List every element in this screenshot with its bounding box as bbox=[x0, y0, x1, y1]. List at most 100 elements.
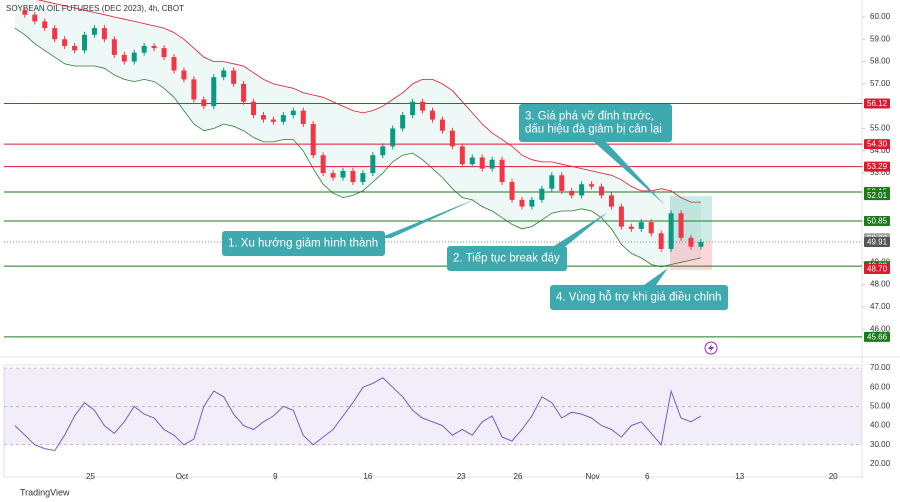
price-label: 50.85 bbox=[867, 217, 888, 226]
annotation-text: 4. Vùng hỗ trợ khi giá điều chỉnh bbox=[556, 291, 721, 304]
candle-body bbox=[380, 146, 386, 156]
y-tick-label: 48.00 bbox=[870, 280, 891, 289]
candle-body bbox=[608, 195, 614, 207]
candle-body bbox=[439, 119, 445, 131]
candle-body bbox=[668, 213, 674, 249]
price-label-bg bbox=[864, 264, 890, 275]
footer-logo: TradingView bbox=[20, 487, 70, 497]
price-label: 52.01 bbox=[867, 191, 888, 200]
candle-body bbox=[529, 199, 535, 207]
band-fill bbox=[14, 0, 701, 267]
candle-body bbox=[390, 128, 396, 147]
candle-body bbox=[638, 222, 644, 229]
price-label-bg bbox=[864, 139, 890, 150]
candle-body bbox=[151, 45, 157, 49]
candle-body bbox=[300, 110, 306, 125]
candle-body bbox=[241, 83, 247, 102]
candle-body bbox=[479, 157, 485, 169]
x-tick-label: Oct bbox=[176, 472, 189, 481]
candle-body bbox=[569, 190, 575, 196]
candle-body bbox=[22, 10, 28, 15]
candle-body bbox=[82, 34, 88, 51]
price-label-bg bbox=[864, 237, 890, 248]
candle-body bbox=[52, 28, 58, 40]
candle-body bbox=[330, 173, 336, 178]
candle-body bbox=[32, 14, 38, 22]
candle-body bbox=[469, 157, 475, 165]
rsi-tick-label: 20.00 bbox=[870, 459, 891, 468]
annotation-box bbox=[447, 246, 567, 271]
annotation-arrow bbox=[594, 142, 665, 205]
candle-body bbox=[42, 21, 48, 29]
candle-body bbox=[260, 115, 266, 120]
candle-body bbox=[688, 237, 694, 247]
candle-body bbox=[648, 222, 654, 234]
candle-body bbox=[211, 77, 217, 107]
candle-body bbox=[231, 70, 237, 84]
candle-body bbox=[628, 226, 634, 229]
candle-body bbox=[549, 175, 555, 189]
candle-body bbox=[658, 233, 664, 249]
rsi-line bbox=[14, 377, 702, 452]
candle-body bbox=[91, 28, 97, 35]
candle-body bbox=[360, 173, 366, 183]
x-tick-label: 6 bbox=[645, 472, 650, 481]
candle-body bbox=[161, 48, 167, 58]
y-tick-label: 53.00 bbox=[870, 168, 891, 177]
y-tick-label: 47.00 bbox=[870, 302, 891, 311]
candle-body bbox=[539, 188, 545, 200]
rsi-tick-label: 30.00 bbox=[870, 440, 891, 449]
y-tick-label: 59.00 bbox=[870, 34, 891, 43]
candle-body bbox=[290, 110, 296, 116]
candle-body bbox=[221, 70, 227, 78]
candle-body bbox=[420, 101, 426, 111]
candle-body bbox=[499, 159, 505, 183]
candle-body bbox=[400, 115, 406, 129]
annotation-box bbox=[519, 104, 672, 142]
candle-body bbox=[509, 182, 515, 200]
price-label-bg bbox=[864, 190, 890, 201]
chart-title: SOYBEAN OIL FUTURES (DEC 2023), 4h, CBOT bbox=[6, 4, 184, 13]
price-label: 49.91 bbox=[867, 238, 888, 247]
annotation-box bbox=[550, 285, 728, 310]
candle-body bbox=[559, 175, 565, 191]
event-icon-bolt bbox=[708, 344, 714, 352]
price-label: 54.30 bbox=[867, 140, 888, 149]
x-tick-label: 23 bbox=[457, 472, 466, 481]
annotation-text: 3. Giá phá vỡ đỉnh trước, bbox=[525, 111, 654, 123]
y-tick-label: 57.00 bbox=[870, 79, 891, 88]
price-label: 53.29 bbox=[867, 162, 888, 171]
layer bbox=[4, 0, 862, 446]
y-tick-label: 55.00 bbox=[870, 124, 891, 133]
annotation-arrow bbox=[644, 268, 668, 285]
candle-body bbox=[310, 124, 316, 156]
candle-body bbox=[489, 159, 495, 169]
candle-body bbox=[599, 186, 605, 196]
annotation-text: 1. Xu hướng giảm hình thành bbox=[228, 238, 378, 250]
candle-body bbox=[698, 242, 704, 247]
rsi-tick-label: 60.00 bbox=[870, 382, 891, 391]
candle-body bbox=[111, 39, 117, 55]
layer: 60.0059.0058.0057.0055.0054.0053.0049.00… bbox=[14, 7, 891, 481]
candle-body bbox=[181, 70, 187, 80]
price-label-bg bbox=[864, 216, 890, 227]
y-tick-label: 60.00 bbox=[870, 12, 891, 21]
candle-body bbox=[350, 170, 356, 183]
candle-body bbox=[618, 206, 624, 227]
rsi-tick-label: 40.00 bbox=[870, 421, 891, 430]
candle-body bbox=[101, 28, 107, 40]
x-tick-label: Nov bbox=[585, 472, 599, 481]
x-tick-label: 20 bbox=[829, 472, 838, 481]
candle-body bbox=[320, 155, 326, 174]
candle-body bbox=[72, 45, 78, 51]
candle-body bbox=[589, 184, 595, 187]
candle-body bbox=[459, 146, 465, 165]
candle-body bbox=[370, 155, 376, 174]
y-tick-label: 58.00 bbox=[870, 57, 891, 66]
bollinger-band bbox=[14, 27, 701, 268]
candle-body bbox=[171, 57, 177, 71]
candle-body bbox=[121, 54, 127, 62]
candle-body bbox=[270, 119, 276, 122]
rsi-tick-label: 70.00 bbox=[870, 363, 891, 372]
